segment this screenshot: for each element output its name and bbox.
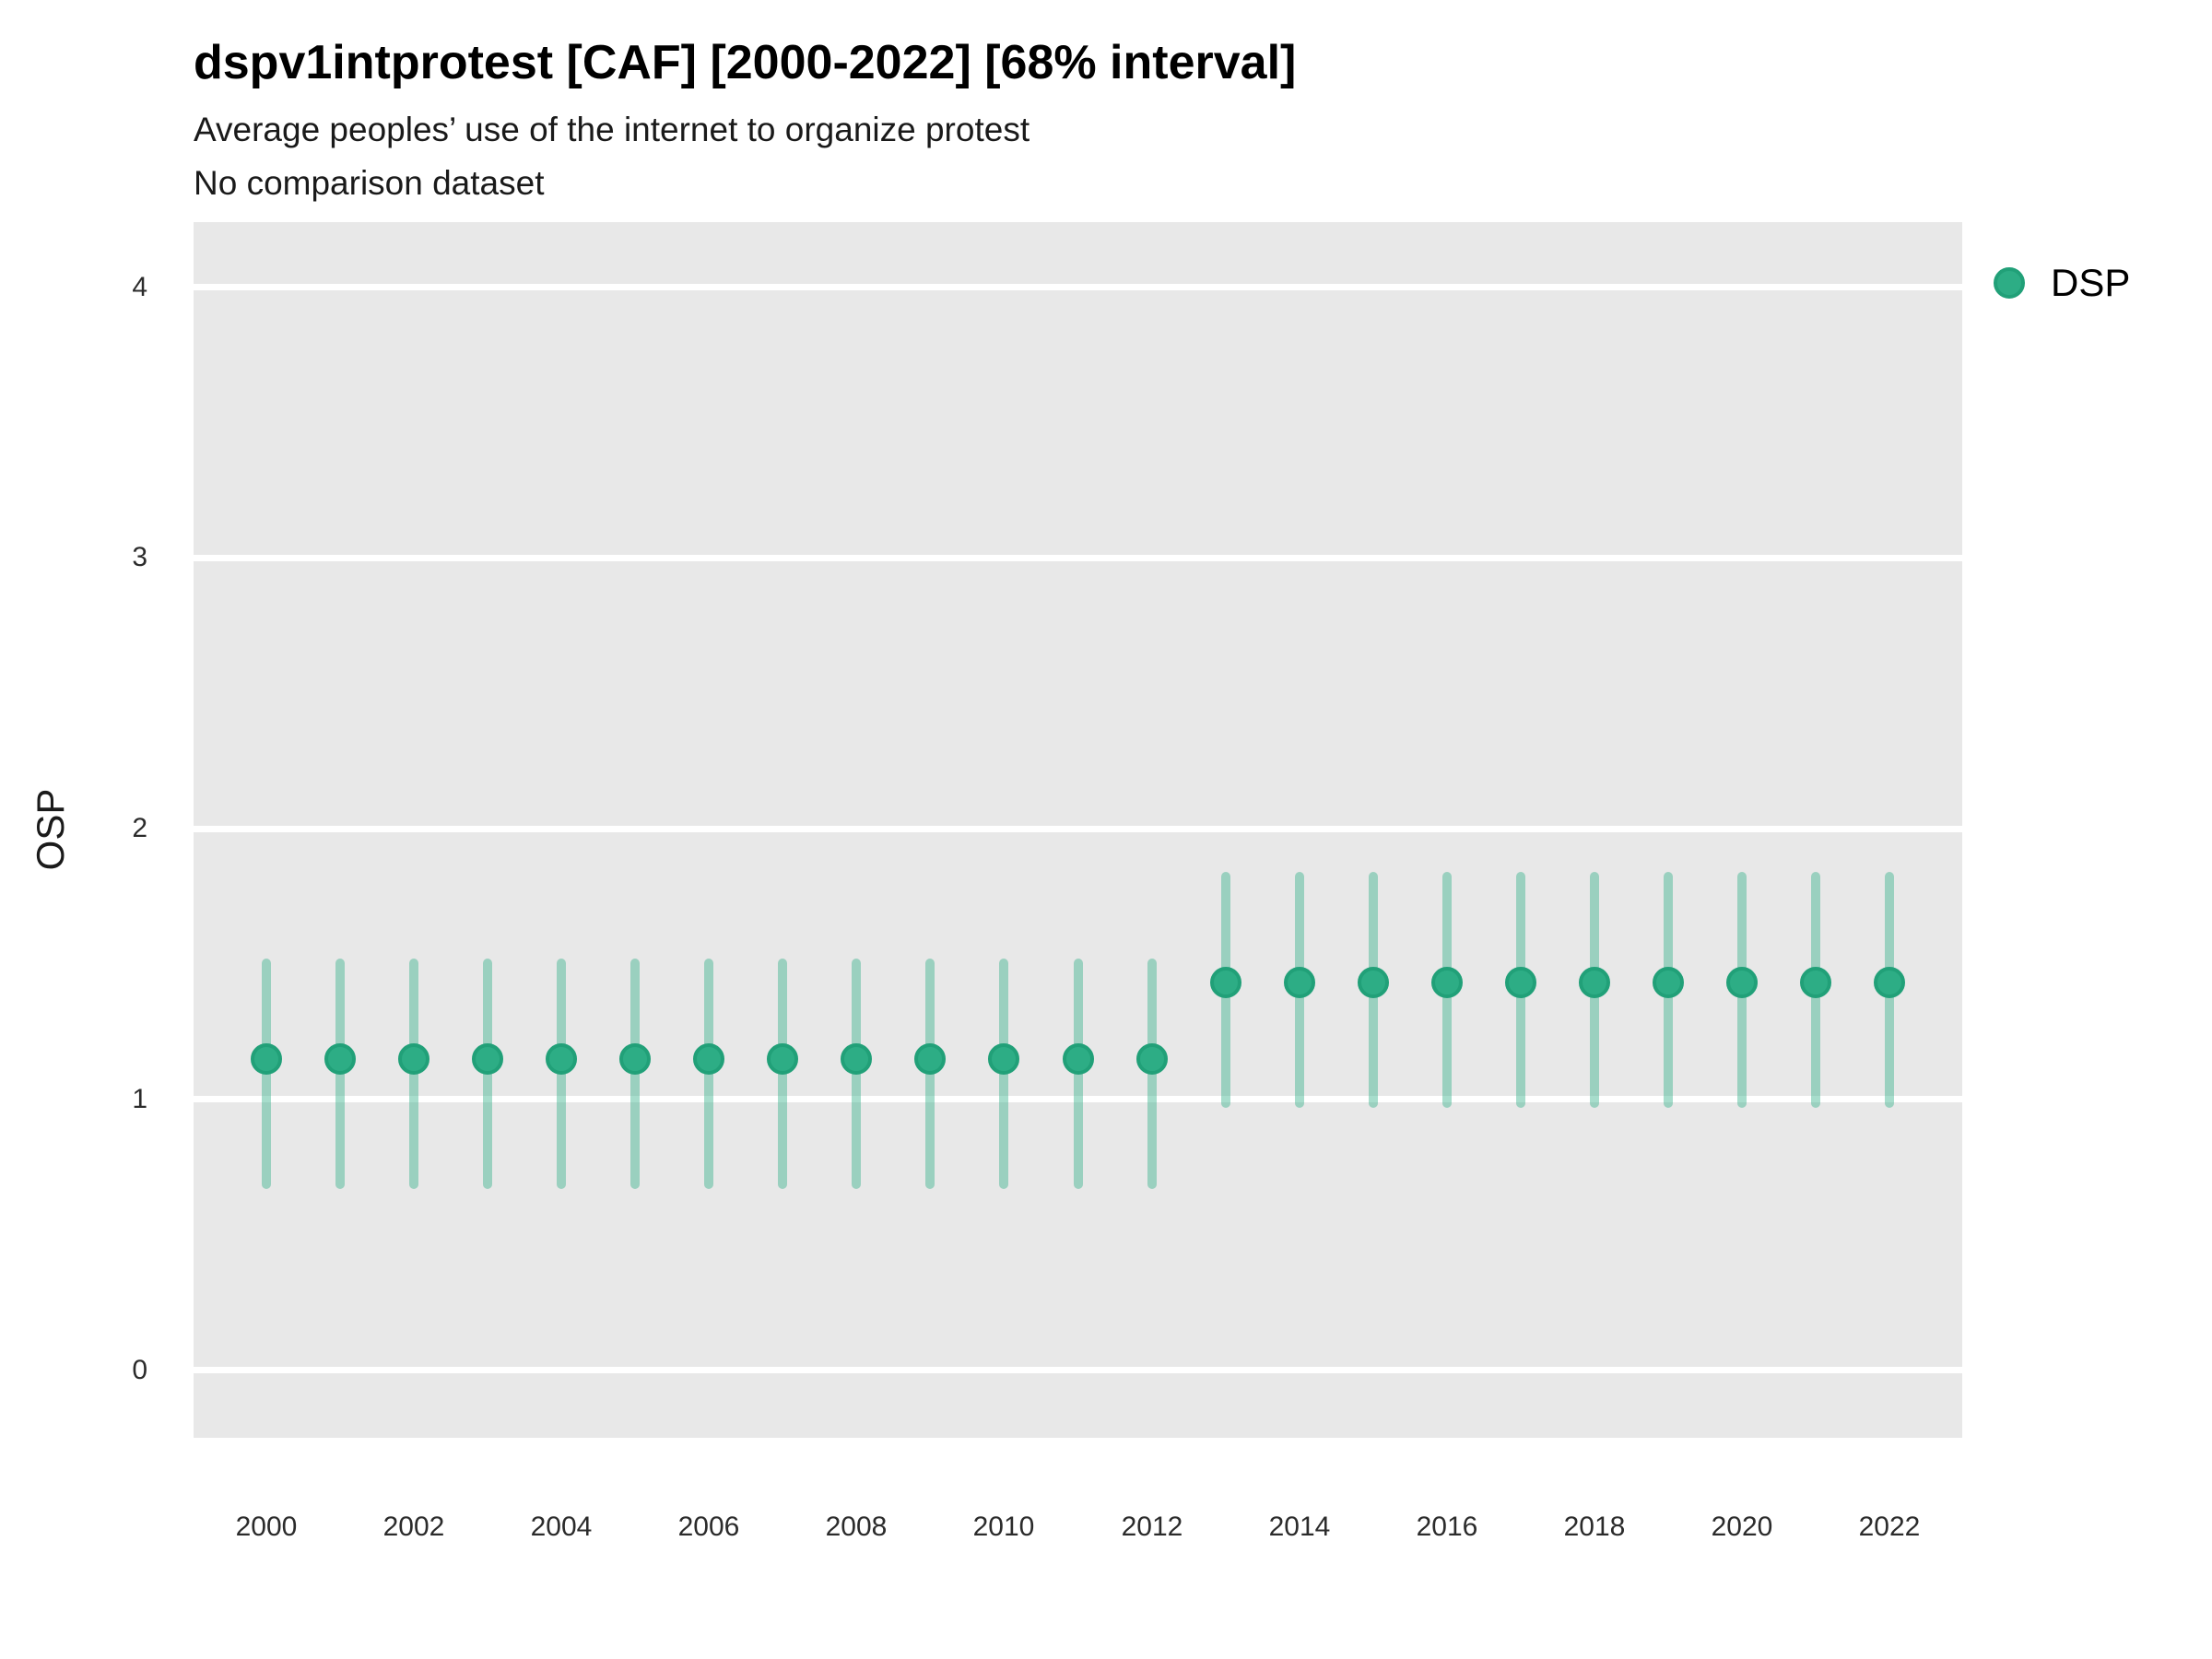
x-tick-label: 2010 [972, 1512, 1035, 1542]
x-tick-label: 2022 [1858, 1512, 1921, 1542]
chart-title: dspv1intprotest [CAF] [2000-2022] [68% i… [194, 36, 1297, 89]
legend-label: DSP [2051, 261, 2131, 304]
plot-panel [194, 222, 1962, 1438]
data-point [472, 1043, 503, 1075]
data-point [1358, 967, 1389, 998]
x-tick-label: 2012 [1121, 1512, 1183, 1542]
y-tick-label: 2 [132, 813, 147, 843]
data-point [914, 1043, 946, 1075]
chart-subtitle: Average peoples’ use of the internet to … [194, 111, 1030, 148]
comparison-note: No comparison dataset [194, 164, 545, 202]
data-point [398, 1043, 429, 1075]
gridline-y-1 [194, 1096, 1962, 1102]
x-tick-label: 2004 [530, 1512, 593, 1542]
data-point [619, 1043, 651, 1075]
data-point [251, 1043, 282, 1075]
data-point [1210, 967, 1241, 998]
x-tick-label: 2006 [677, 1512, 740, 1542]
y-tick-label: 0 [132, 1355, 147, 1385]
data-point [324, 1043, 356, 1075]
data-point [1136, 1043, 1168, 1075]
x-tick-label: 2000 [235, 1512, 298, 1542]
data-point [546, 1043, 577, 1075]
data-point [1653, 967, 1684, 998]
x-tick-label: 2018 [1563, 1512, 1626, 1542]
data-point [1431, 967, 1463, 998]
data-point [1874, 967, 1905, 998]
gridline-y-3 [194, 555, 1962, 561]
data-point [841, 1043, 872, 1075]
data-point [1800, 967, 1831, 998]
x-tick-label: 2020 [1711, 1512, 1773, 1542]
y-tick-label: 3 [132, 542, 147, 572]
legend-dot-icon [1994, 267, 2025, 299]
x-tick-label: 2016 [1416, 1512, 1478, 1542]
gridline-y-0 [194, 1367, 1962, 1373]
y-tick-label: 1 [132, 1084, 147, 1114]
y-tick-label: 4 [132, 272, 147, 302]
x-tick-label: 2014 [1268, 1512, 1331, 1542]
gridline-y-4 [194, 284, 1962, 290]
legend: DSP [1994, 261, 2130, 305]
data-point [1063, 1043, 1094, 1075]
data-point [1505, 967, 1536, 998]
x-tick-label: 2008 [825, 1512, 888, 1542]
data-point [767, 1043, 798, 1075]
data-point [693, 1043, 724, 1075]
data-point [1579, 967, 1610, 998]
data-point [1284, 967, 1315, 998]
x-tick-label: 2002 [382, 1512, 445, 1542]
gridline-y-2 [194, 826, 1962, 832]
data-point [988, 1043, 1019, 1075]
data-point [1726, 967, 1758, 998]
